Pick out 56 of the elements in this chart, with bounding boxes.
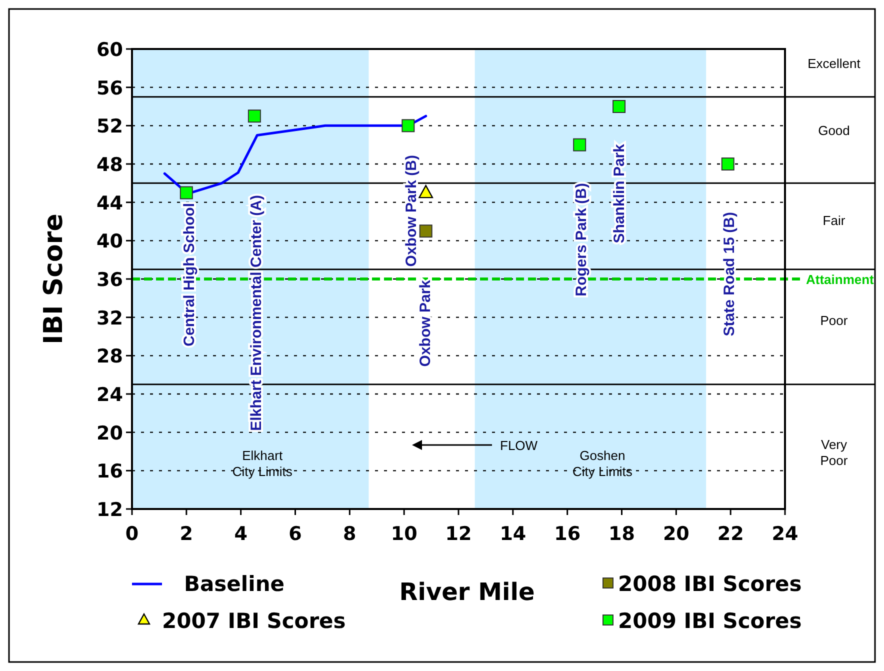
y-tick-label: 28: [96, 346, 123, 368]
x-tick-label: 22: [717, 523, 744, 545]
band-label: Elkhart City Limits: [232, 448, 293, 479]
text: Fair: [822, 213, 846, 228]
point: [573, 138, 586, 152]
legend-label: 2009 IBI Scores: [618, 609, 802, 633]
y-tick-label: 32: [96, 307, 123, 330]
ref-line-label: Attainment: [806, 272, 875, 287]
band-label: Goshen City Limits: [572, 448, 633, 479]
y-tick-label: 36: [96, 269, 123, 291]
annotation: FLOW: [500, 438, 538, 453]
x-tick-label: 20: [662, 523, 690, 545]
x-tick-label: 8: [343, 523, 356, 545]
legend-label: 2007 IBI Scores: [162, 609, 346, 633]
y-axis-title: IBI Score: [39, 214, 69, 344]
text: Poor: [820, 313, 848, 328]
x-tick-label: 14: [500, 523, 526, 545]
x-tick-label: 18: [608, 523, 635, 545]
y-tick-label: 12: [96, 499, 123, 521]
y-tick-label: 52: [96, 116, 123, 138]
annotation: Oxbow Park: [417, 279, 434, 367]
legend-label: 2008 IBI Scores: [618, 572, 802, 596]
x-tick-label: 2: [180, 523, 194, 545]
x-tick-label: 0: [125, 523, 139, 545]
x-tick-label: 12: [445, 523, 472, 545]
y-tick-label: 20: [96, 422, 123, 444]
x-tick-label: 10: [390, 523, 418, 545]
point: [248, 110, 261, 123]
x-axis-title: River Mile: [399, 578, 535, 606]
text: Very Poor: [820, 437, 848, 468]
x-tick-label: 24: [772, 523, 798, 545]
point: [418, 184, 434, 198]
x-tick-label: 4: [234, 523, 248, 545]
x-tick-label: 6: [288, 523, 302, 545]
y-tick-label: 44: [96, 192, 123, 214]
point: [721, 158, 734, 170]
y-tick-label: 48: [96, 154, 123, 176]
legend-label: Baseline: [184, 572, 285, 596]
annotation: Rogers Park (B): [573, 183, 590, 296]
point: [180, 186, 193, 200]
annotation: Oxbow Park (B): [403, 154, 420, 267]
annotation: Central High School: [181, 203, 198, 346]
y-tick-label: 24: [96, 384, 123, 406]
y-tick-label: 40: [96, 230, 123, 253]
point: [419, 224, 432, 238]
y-tick-label: 60: [96, 39, 123, 61]
point: [402, 119, 415, 132]
y-tick-label: 16: [96, 460, 123, 483]
y-tick-label: 56: [96, 77, 123, 100]
x-tick-label: 16: [554, 523, 581, 545]
text: Excellent: [808, 56, 861, 71]
annotation: Elkhart Environmental Center (A): [248, 195, 265, 431]
point: [612, 100, 626, 113]
annotation: Shanklin Park: [611, 143, 628, 244]
annotation: State Road 15 (B): [721, 212, 738, 336]
text: Good: [818, 123, 850, 138]
